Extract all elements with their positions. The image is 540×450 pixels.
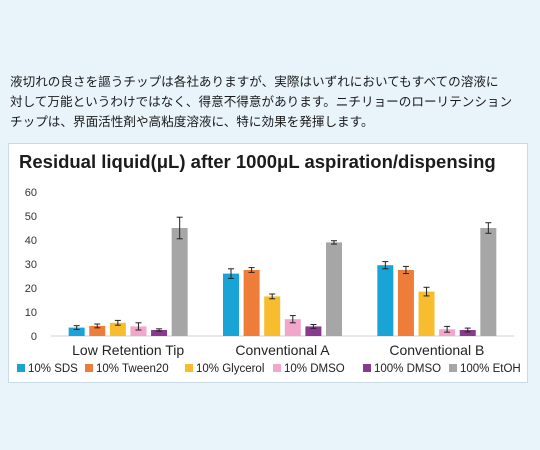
bar <box>459 330 476 336</box>
bar <box>243 270 260 336</box>
legend-label: 10% Glycerol <box>196 363 264 375</box>
y-tick-label: 60 <box>25 187 37 199</box>
y-tick-label: 40 <box>25 235 37 247</box>
bar <box>305 326 322 336</box>
bar <box>284 319 301 336</box>
bar <box>264 296 281 336</box>
chart-panel: Residual liquid(μL) after 1000μL aspirat… <box>8 143 528 383</box>
bar <box>326 242 342 336</box>
bar <box>223 273 239 336</box>
y-tick-label: 20 <box>25 283 37 295</box>
y-tick-label: 10 <box>25 307 37 319</box>
bar <box>171 228 188 336</box>
bar <box>397 270 414 336</box>
y-tick-label: 50 <box>25 211 37 223</box>
x-category-label: Low Retention Tip <box>72 342 184 358</box>
bar-chart: 0 10 20 30 40 50 60 Low Retention Tip Convention… <box>17 187 521 375</box>
intro-paragraph: 液切れの良さを謳うチップは各社ありますが、実際はいずれにおいてもすべての溶液に … <box>10 74 513 129</box>
x-category-label: Conventional B <box>389 342 484 358</box>
legend-label: 100% EtOH <box>460 363 521 375</box>
legend-swatch <box>449 364 457 372</box>
legend-label: 10% Tween20 <box>96 363 169 375</box>
legend-label: 10% DMSO <box>284 363 345 375</box>
bar <box>377 265 394 336</box>
legend-swatch <box>363 364 371 372</box>
bar <box>418 291 435 336</box>
legend-swatch <box>273 364 281 372</box>
legend-label: 10% SDS <box>28 363 78 375</box>
bar <box>109 322 126 336</box>
bar <box>480 228 497 336</box>
legend-swatch <box>17 364 25 372</box>
bar <box>151 330 168 336</box>
chart-title: Residual liquid(μL) after 1000μL aspirat… <box>19 151 496 172</box>
legend-swatch <box>185 364 193 372</box>
legend-swatch <box>85 364 93 372</box>
y-tick-label: 30 <box>25 259 37 271</box>
x-category-label: Conventional A <box>235 342 330 358</box>
bar <box>130 326 147 336</box>
legend-label: 100% DMSO <box>374 363 441 375</box>
bar <box>68 327 85 336</box>
y-tick-label: 0 <box>31 331 37 343</box>
bar <box>89 325 106 336</box>
